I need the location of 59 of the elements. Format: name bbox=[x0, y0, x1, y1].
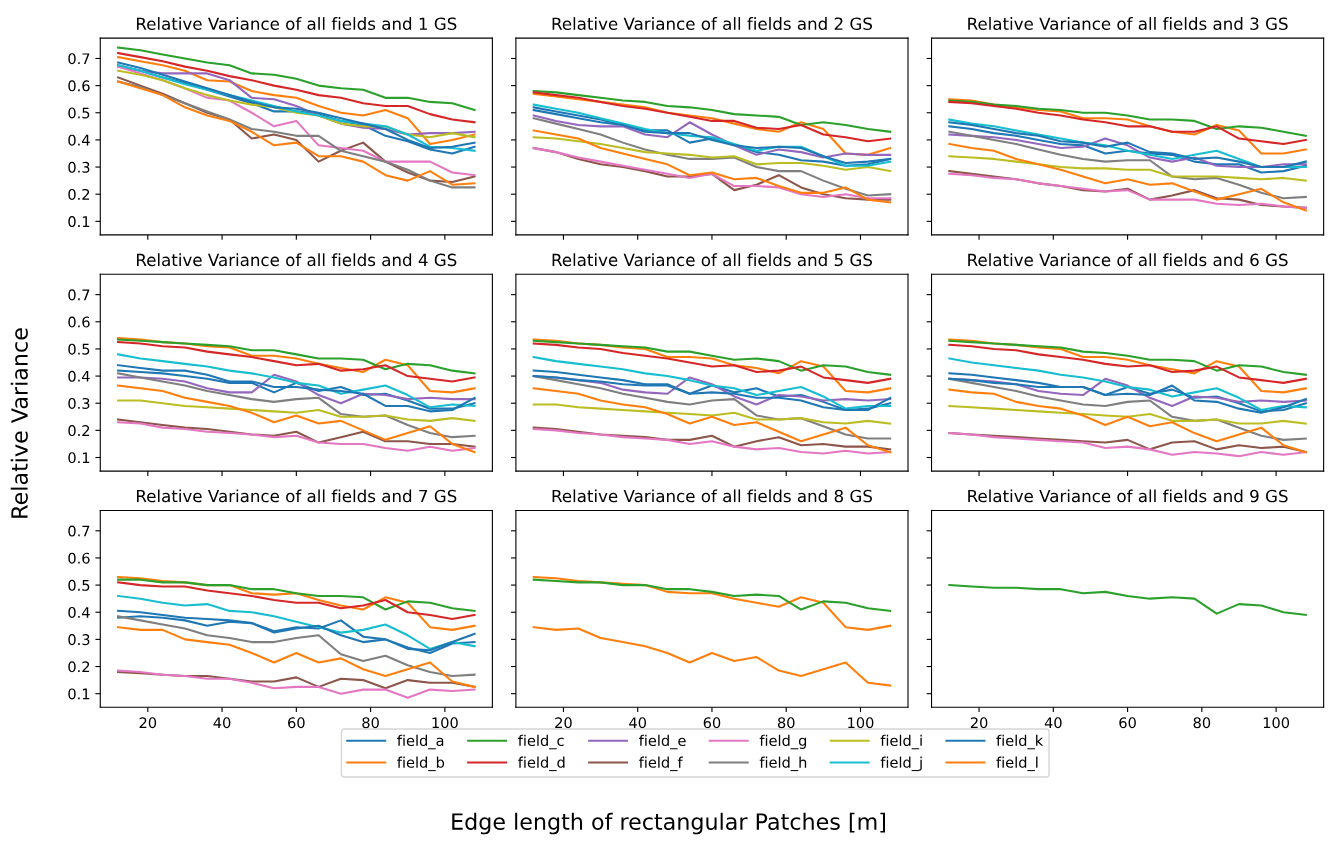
y-tick-label: 0.2 bbox=[68, 661, 90, 673]
legend-label: field_b bbox=[397, 756, 445, 772]
y-tick-label: 0.3 bbox=[68, 397, 90, 409]
y-tick-label: 0.4 bbox=[68, 606, 90, 618]
chart-title: Relative Variance of all fields and 9 GS bbox=[968, 489, 1288, 503]
y-tick-label: 0.6 bbox=[68, 316, 90, 328]
x-tick-label: 20 bbox=[555, 717, 572, 729]
chart-title: Relative Variance of all fields and 7 GS bbox=[136, 489, 457, 503]
legend-label: field_f bbox=[639, 756, 683, 772]
x-tick-label: 40 bbox=[629, 717, 646, 729]
y-tick-label: 0.5 bbox=[68, 579, 90, 591]
chart-title: Relative Variance of all fields and 5 GS bbox=[552, 253, 872, 267]
y-tick-label: 0.4 bbox=[68, 370, 90, 382]
x-tick-label: 80 bbox=[362, 717, 379, 729]
y-tick-label: 0.5 bbox=[68, 343, 90, 355]
x-tick-label: 60 bbox=[703, 717, 721, 729]
legend-label: field_j bbox=[880, 756, 922, 772]
y-tick-label: 0.7 bbox=[68, 289, 90, 301]
x-tick-label: 100 bbox=[432, 717, 458, 729]
chart-title: Relative Variance of all fields and 6 GS bbox=[968, 253, 1288, 267]
y-tick-label: 0.1 bbox=[68, 688, 90, 700]
x-tick-label: 40 bbox=[213, 717, 231, 729]
chart-title: Relative Variance of all fields and 8 GS bbox=[552, 489, 872, 503]
y-tick-label: 0.1 bbox=[68, 216, 90, 228]
x-tick-label: 20 bbox=[970, 717, 988, 729]
y-tick-label: 0.7 bbox=[68, 525, 90, 537]
chart-title: Relative Variance of all fields and 4 GS bbox=[136, 253, 457, 267]
chart-title: Relative Variance of all fields and 3 GS bbox=[968, 17, 1288, 31]
y-tick-label: 0.4 bbox=[68, 134, 90, 146]
x-tick-label: 40 bbox=[1044, 717, 1062, 729]
y-tick-label: 0.7 bbox=[68, 53, 90, 65]
y-tick-label: 0.3 bbox=[68, 634, 90, 646]
chart-title: Relative Variance of all fields and 2 GS bbox=[552, 17, 872, 31]
legend-label: field_i bbox=[880, 734, 922, 750]
y-tick-label: 0.2 bbox=[68, 425, 90, 437]
y-tick-label: 0.6 bbox=[68, 552, 90, 564]
x-axis-title: Edge length of rectangular Patches [m] bbox=[452, 812, 885, 835]
chart-title: Relative Variance of all fields and 1 GS bbox=[136, 17, 457, 31]
x-tick-label: 60 bbox=[288, 717, 305, 729]
y-tick-label: 0.3 bbox=[68, 161, 90, 173]
y-axis-title: Relative Variance bbox=[10, 328, 28, 518]
x-tick-label: 80 bbox=[777, 717, 795, 729]
legend-label: field_e bbox=[639, 734, 686, 750]
legend-label: field_g bbox=[759, 734, 807, 750]
legend-label: field_a bbox=[397, 734, 444, 750]
x-tick-label: 20 bbox=[139, 717, 157, 729]
legend-label: field_h bbox=[759, 756, 807, 772]
x-tick-label: 100 bbox=[1263, 717, 1290, 729]
legend-label: field_d bbox=[518, 756, 565, 772]
legend-label: field_l bbox=[996, 756, 1038, 772]
x-tick-label: 60 bbox=[1119, 717, 1136, 729]
y-tick-label: 0.6 bbox=[68, 80, 90, 92]
y-tick-label: 0.5 bbox=[68, 107, 90, 119]
legend-label: field_k bbox=[996, 734, 1044, 750]
y-tick-label: 0.2 bbox=[68, 188, 90, 200]
y-tick-label: 0.1 bbox=[68, 452, 90, 464]
legend-label: field_c bbox=[518, 734, 564, 750]
x-tick-label: 100 bbox=[848, 717, 874, 729]
x-tick-label: 80 bbox=[1193, 717, 1211, 729]
